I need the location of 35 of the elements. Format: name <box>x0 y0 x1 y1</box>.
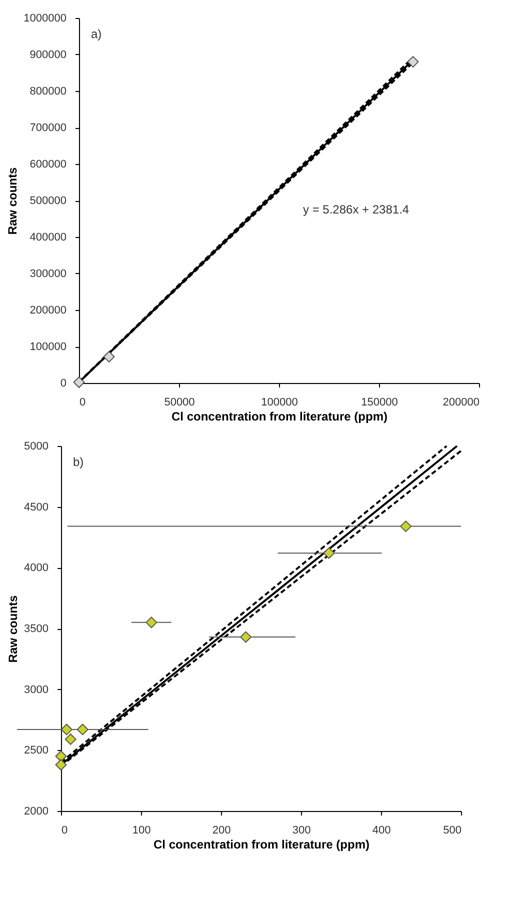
x-axis-title: Cl concentration from literature (ppm) <box>171 410 388 424</box>
x-tick-label: 150000 <box>361 396 398 408</box>
x-axis-title: Cl concentration from literature (ppm) <box>153 838 370 852</box>
y-tick-label: 900000 <box>30 49 66 61</box>
y-tick-label: 2500 <box>24 744 48 757</box>
y-tick-label: 5000 <box>24 440 48 452</box>
y-tick-label: 1000000 <box>24 12 66 24</box>
y-tick-label: 800000 <box>30 86 66 98</box>
x-tick-label: 0 <box>80 396 86 408</box>
y-tick-label: 100000 <box>30 341 66 353</box>
y-tick-label: 3500 <box>24 623 48 635</box>
x-tick-label: 50000 <box>164 396 195 408</box>
x-tick-label: 500 <box>443 824 462 836</box>
y-tick-label: 500000 <box>30 195 66 207</box>
y-tick-label: 3000 <box>24 684 48 696</box>
x-tick-label: 300 <box>292 824 311 836</box>
annotation: b) <box>73 454 84 469</box>
annotation: y = 5.286x + 2381.4 <box>303 202 410 217</box>
x-tick-label: 100 <box>132 824 151 836</box>
y-tick-label: 4500 <box>24 501 48 514</box>
y-tick-label: 0 <box>60 378 66 390</box>
x-tick-label: 400 <box>372 824 391 836</box>
x-tick-label: 100000 <box>261 396 298 408</box>
x-tick-label: 200000 <box>442 396 480 408</box>
annotation: a) <box>91 26 102 41</box>
y-tick-label: 400000 <box>30 232 66 244</box>
y-axis-title: Raw counts <box>6 167 20 235</box>
y-tick-label: 2000 <box>24 806 48 818</box>
y-tick-label: 700000 <box>30 122 66 134</box>
y-tick-label: 300000 <box>30 268 66 280</box>
y-axis-title: Raw counts <box>6 595 20 663</box>
y-tick-label: 4000 <box>24 562 48 574</box>
x-tick-label: 200 <box>212 824 231 836</box>
y-tick-label: 600000 <box>30 158 66 170</box>
y-tick-label: 200000 <box>30 304 66 316</box>
